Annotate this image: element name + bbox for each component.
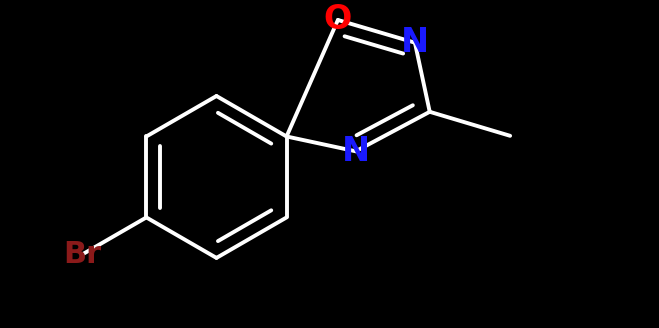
Text: Br: Br xyxy=(63,240,101,269)
Text: O: O xyxy=(324,4,352,36)
Text: N: N xyxy=(401,26,429,59)
Text: N: N xyxy=(341,135,370,168)
